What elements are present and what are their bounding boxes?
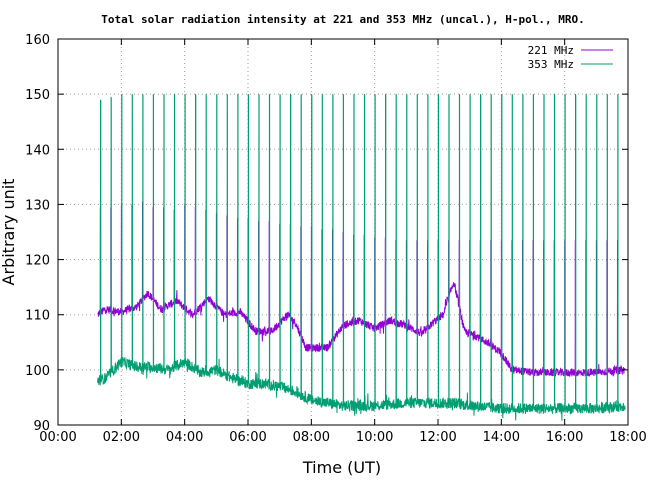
y-tick-label: 130 <box>25 198 50 213</box>
x-axis-label: Time (UT) <box>302 458 381 477</box>
x-tick-label: 02:00 <box>103 430 140 445</box>
x-tick-label: 12:00 <box>419 430 456 445</box>
y-tick-label: 150 <box>25 88 50 103</box>
series-layer <box>97 94 626 421</box>
x-tick-labels: 00:00 02:00 04:00 06:00 08:00 10:00 12:00 14:00… <box>39 430 646 445</box>
y-tick-labels: 90 100 110 120 130 140 150 160 <box>25 33 50 434</box>
legend-entry-353: 353 MHz <box>528 58 613 71</box>
tick-marks <box>57 38 629 426</box>
x-tick-label: 14:00 <box>483 430 520 445</box>
x-tick-label: 04:00 <box>166 430 203 445</box>
x-tick-label: 18:00 <box>609 430 646 445</box>
x-tick-label: 10:00 <box>356 430 393 445</box>
series-line-221 <box>97 201 626 377</box>
x-tick-label: 06:00 <box>229 430 266 445</box>
y-tick-label: 100 <box>25 364 50 379</box>
x-tick-label: 16:00 <box>546 430 583 445</box>
y-tick-label: 120 <box>25 254 50 269</box>
legend-label-221: 221 MHz <box>528 44 574 57</box>
legend-entry-221: 221 MHz <box>528 44 613 57</box>
y-tick-label: 140 <box>25 143 50 158</box>
x-tick-label: 08:00 <box>293 430 330 445</box>
chart-title: Total solar radiation intensity at 221 a… <box>101 13 584 26</box>
legend: 221 MHz 353 MHz <box>528 44 613 71</box>
y-tick-label: 90 <box>33 419 50 434</box>
x-tick-label: 00:00 <box>39 430 76 445</box>
legend-label-353: 353 MHz <box>528 58 574 71</box>
y-tick-label: 160 <box>25 33 50 48</box>
plot-frame <box>57 38 629 426</box>
series-line-353 <box>97 94 626 421</box>
y-axis-label: Arbitrary unit <box>0 179 18 286</box>
y-tick-label: 110 <box>25 309 50 324</box>
